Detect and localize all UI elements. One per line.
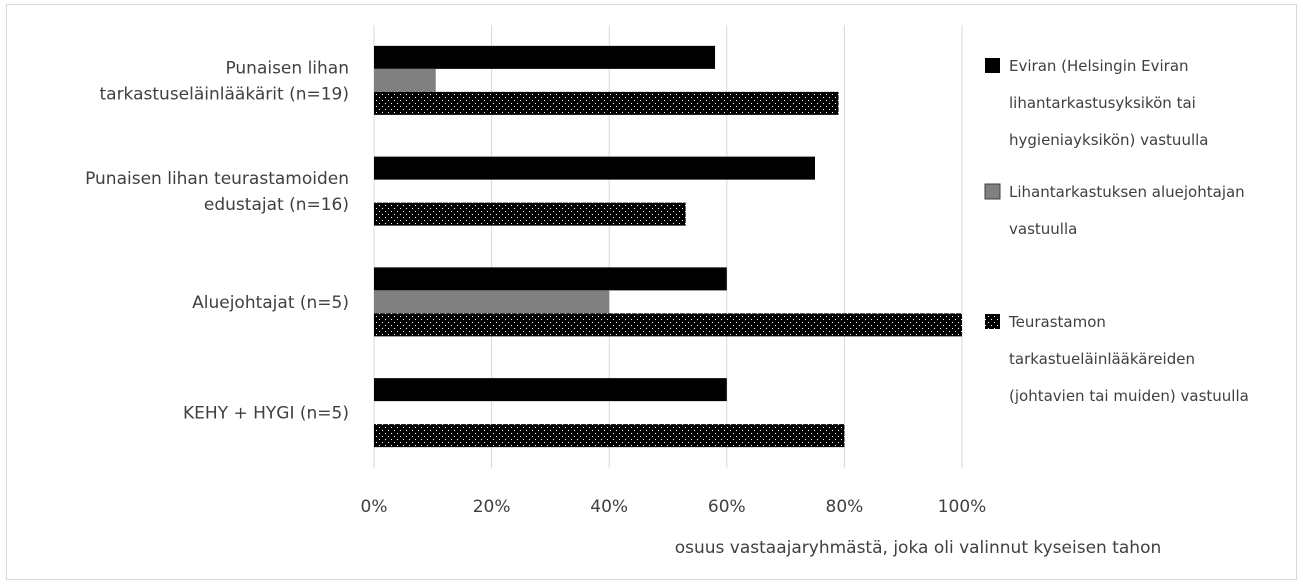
bar	[374, 156, 815, 180]
bars	[374, 45, 962, 448]
x-axis-label: osuus vastaajaryhmästä, joka oli valinnu…	[675, 538, 1162, 558]
bar	[374, 91, 839, 115]
legend-label: vastuulla	[1009, 220, 1077, 238]
bar	[374, 378, 727, 402]
category-labels: Punaisen lihan tarkastuseläinlääkärit (n=…	[85, 58, 349, 423]
legend-label: Lihantarkastuksen aluejohtajan	[1009, 183, 1245, 201]
legend: Eviran (Helsingin Eviran lihantarkastusyk…	[984, 57, 1249, 405]
x-tick-label: 0%	[361, 497, 388, 517]
legend-label: hygieniayksikön) vastuulla	[1009, 131, 1208, 149]
x-tick-label: 20%	[473, 497, 511, 517]
bar	[374, 313, 962, 337]
bar	[374, 68, 436, 92]
bar	[374, 290, 610, 314]
category-label: tarkastuseläinlääkärit (n=19)	[99, 84, 349, 104]
legend-swatch	[985, 58, 1000, 73]
legend-label: (johtavien tai muiden) vastuulla	[1009, 387, 1249, 405]
category-label: KEHY + HYGI (n=5)	[183, 404, 349, 424]
category-label: Punaisen lihan	[225, 58, 349, 78]
category-label: Punaisen lihan teurastamoiden	[85, 169, 349, 189]
x-tick-labels: 0% 20% 40% 60% 80% 100%	[361, 497, 987, 517]
category-label: Aluejohtajat (n=5)	[192, 293, 349, 313]
legend-swatch	[985, 314, 1000, 329]
bar	[374, 202, 686, 226]
legend-swatch	[984, 183, 1001, 200]
x-tick-label: 80%	[826, 497, 864, 517]
x-tick-label: 100%	[938, 497, 987, 517]
legend-label: Teurastamon	[1008, 313, 1106, 331]
legend-label: lihantarkastusyksikön tai	[1009, 94, 1196, 112]
x-tick-label: 60%	[708, 497, 746, 517]
gridlines	[373, 25, 963, 468]
bar	[374, 45, 716, 69]
category-label: edustajat (n=16)	[204, 195, 349, 215]
bar	[374, 424, 845, 448]
x-tick-label: 40%	[590, 497, 628, 517]
bar	[374, 267, 727, 291]
legend-label: tarkastueläinlääkäreiden	[1009, 350, 1195, 368]
legend-label: Eviran (Helsingin Eviran	[1009, 57, 1189, 75]
